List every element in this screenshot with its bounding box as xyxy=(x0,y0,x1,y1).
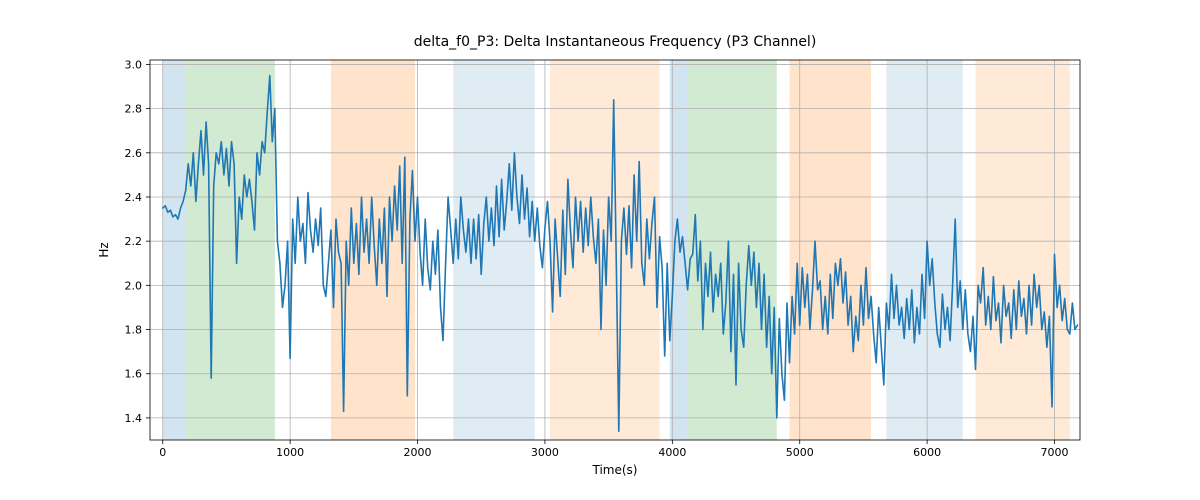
y-tick-label: 2.2 xyxy=(125,235,143,248)
y-tick-label: 1.6 xyxy=(125,368,143,381)
region-span xyxy=(886,60,962,440)
region-span xyxy=(790,60,872,440)
y-tick-label: 2.4 xyxy=(125,191,143,204)
x-tick-label: 3000 xyxy=(531,446,559,459)
region-span xyxy=(535,60,543,440)
region-span xyxy=(186,60,275,440)
x-tick-label: 7000 xyxy=(1041,446,1069,459)
y-tick-label: 2.0 xyxy=(125,279,143,292)
x-tick-label: 4000 xyxy=(658,446,686,459)
x-tick-label: 0 xyxy=(159,446,166,459)
x-axis-label: Time(s) xyxy=(592,463,638,477)
y-tick-label: 2.6 xyxy=(125,147,143,160)
chart-root: 0 1000 2000 3000 4000 5000 6000 7000 1.4 1.6 1.8 2… xyxy=(0,0,1200,500)
chart-title: delta_f0_P3: Delta Instantaneous Frequen… xyxy=(414,34,817,50)
region-span xyxy=(976,60,1070,440)
y-tick-label: 2.8 xyxy=(125,103,143,116)
x-tick-label: 6000 xyxy=(913,446,941,459)
y-tick-label: 1.8 xyxy=(125,324,143,337)
y-axis-label: Hz xyxy=(97,242,111,257)
y-tick-label: 3.0 xyxy=(125,58,143,71)
x-tick-label: 1000 xyxy=(276,446,304,459)
x-tick-label: 5000 xyxy=(786,446,814,459)
region-span xyxy=(163,60,186,440)
x-tick-label: 2000 xyxy=(404,446,432,459)
y-tick-label: 1.4 xyxy=(125,412,143,425)
